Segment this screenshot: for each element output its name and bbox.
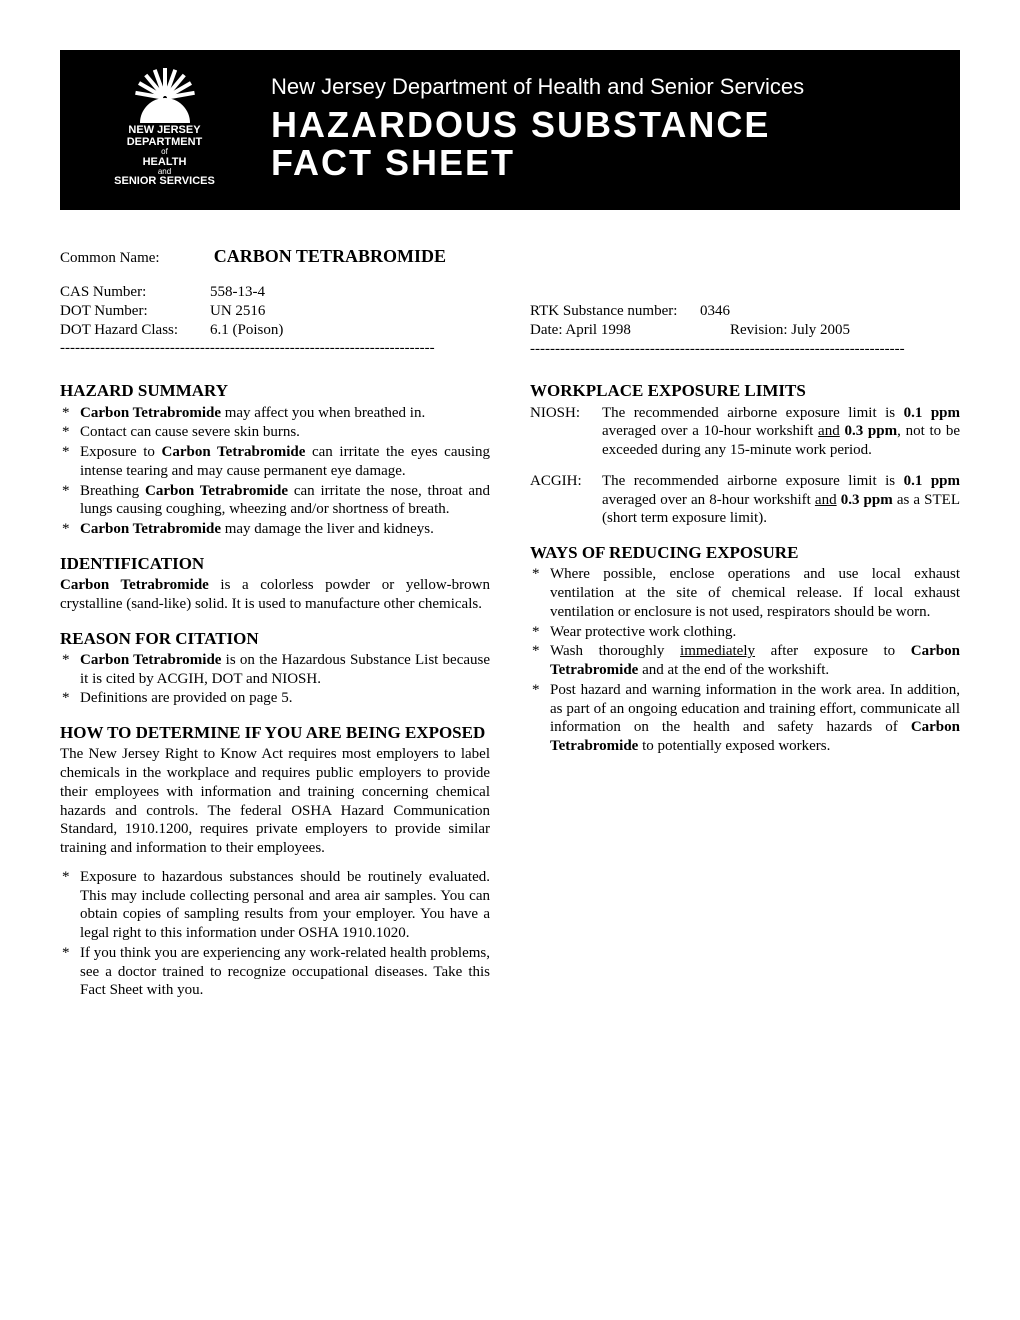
- cas-value: 558-13-4: [210, 284, 265, 300]
- cas-label: CAS Number:: [60, 283, 210, 302]
- banner-title-1: HAZARDOUS SUBSTANCE: [265, 106, 934, 144]
- limits-title: WORKPLACE EXPOSURE LIMITS: [530, 380, 960, 401]
- logo-sunburst-icon: [110, 68, 220, 123]
- list-item: Exposure to Carbon Tetrabromide can irri…: [60, 443, 490, 481]
- rtk-value: 0346: [700, 303, 730, 319]
- dot-label: DOT Number:: [60, 302, 210, 321]
- hazard-class-value: 6.1 (Poison): [210, 322, 283, 338]
- rtk-label: RTK Substance number:: [530, 302, 700, 321]
- list-item: Contact can cause severe skin burns.: [60, 423, 490, 442]
- determine-list: Exposure to hazardous substances should …: [60, 868, 490, 1000]
- banner-titles: New Jersey Department of Health and Seni…: [265, 74, 934, 182]
- list-item: Breathing Carbon Tetrabromide can irrita…: [60, 482, 490, 520]
- niosh-label: NIOSH:: [530, 404, 602, 460]
- common-name-value: CARBON TETRABROMIDE: [214, 246, 446, 266]
- nj-logo: NEW JERSEY DEPARTMENT of HEALTH and SENI…: [82, 68, 247, 188]
- right-column: WORKPLACE EXPOSURE LIMITS NIOSH: The rec…: [530, 366, 960, 1008]
- list-item: Wash thoroughly immediately after exposu…: [530, 642, 960, 680]
- list-item: Exposure to hazardous substances should …: [60, 868, 490, 943]
- niosh-row: NIOSH: The recommended airborne exposure…: [530, 404, 960, 460]
- reason-list: Carbon Tetrabromide is on the Hazardous …: [60, 651, 490, 708]
- list-item: Carbon Tetrabromide may damage the liver…: [60, 520, 490, 539]
- meta-left: CAS Number:558-13-4 DOT Number:UN 2516 D…: [60, 283, 490, 358]
- banner-title-2: FACT SHEET: [265, 144, 934, 182]
- determine-title: HOW TO DETERMINE IF YOU ARE BEING EXPOSE…: [60, 722, 490, 743]
- logo-line1: NEW JERSEY: [114, 125, 215, 137]
- meta-two-col: CAS Number:558-13-4 DOT Number:UN 2516 D…: [60, 283, 960, 358]
- logo-text: NEW JERSEY DEPARTMENT of HEALTH and SENI…: [114, 125, 215, 188]
- logo-line4: SENIOR SERVICES: [114, 176, 215, 188]
- meta-right: RTK Substance number:0346 Date: April 19…: [530, 283, 960, 358]
- list-item: Carbon Tetrabromide is on the Hazardous …: [60, 651, 490, 689]
- acgih-row: ACGIH: The recommended airborne exposure…: [530, 472, 960, 528]
- header-banner: NEW JERSEY DEPARTMENT of HEALTH and SENI…: [60, 50, 960, 210]
- banner-org-line: New Jersey Department of Health and Seni…: [265, 74, 934, 100]
- reducing-title: WAYS OF REDUCING EXPOSURE: [530, 542, 960, 563]
- list-item: Carbon Tetrabromide may affect you when …: [60, 404, 490, 423]
- list-item: Post hazard and warning information in t…: [530, 681, 960, 756]
- list-item: If you think you are experiencing any wo…: [60, 944, 490, 1000]
- niosh-text: The recommended airborne exposure limit …: [602, 404, 960, 460]
- acgih-text: The recommended airborne exposure limit …: [602, 472, 960, 528]
- hazard-summary-title: HAZARD SUMMARY: [60, 380, 490, 401]
- list-item: Wear protective work clothing.: [530, 623, 960, 642]
- acgih-label: ACGIH:: [530, 472, 602, 528]
- common-name-label: Common Name:: [60, 250, 210, 267]
- list-item: Definitions are provided on page 5.: [60, 689, 490, 708]
- rule-right: ----------------------------------------…: [530, 340, 960, 359]
- revision-label: Revision: July 2005: [730, 322, 850, 338]
- hazard-class-label: DOT Hazard Class:: [60, 321, 210, 340]
- reducing-list: Where possible, enclose operations and u…: [530, 565, 960, 756]
- rule-left: ----------------------------------------…: [60, 339, 490, 358]
- identification-body: Carbon Tetrabromide is a colorless powde…: [60, 576, 490, 614]
- meta-block: Common Name: CARBON TETRABROMIDE CAS Num…: [60, 246, 960, 358]
- hazard-summary-list: Carbon Tetrabromide may affect you when …: [60, 404, 490, 539]
- determine-body: The New Jersey Right to Know Act require…: [60, 745, 490, 858]
- body-two-col: HAZARD SUMMARY Carbon Tetrabromide may a…: [60, 366, 960, 1008]
- identification-title: IDENTIFICATION: [60, 553, 490, 574]
- list-item: Where possible, enclose operations and u…: [530, 565, 960, 621]
- left-column: HAZARD SUMMARY Carbon Tetrabromide may a…: [60, 366, 490, 1008]
- date-label: Date: April 1998: [530, 321, 730, 340]
- reason-title: REASON FOR CITATION: [60, 628, 490, 649]
- dot-value: UN 2516: [210, 303, 265, 319]
- common-name-row: Common Name: CARBON TETRABROMIDE: [60, 246, 960, 267]
